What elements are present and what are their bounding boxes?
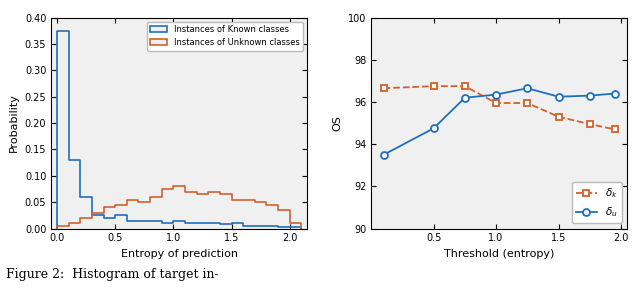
$\delta_k$ <box>430 84 438 88</box>
Line: $\delta_k$: $\delta_k$ <box>380 83 618 133</box>
Text: Figure 2:  Histogram of target in-: Figure 2: Histogram of target in- <box>6 268 219 281</box>
$\delta_u$ <box>461 96 468 100</box>
Y-axis label: Probability: Probability <box>9 94 19 152</box>
$\delta_k$ <box>611 128 618 131</box>
$\delta_u$ <box>555 95 563 98</box>
$\delta_u$ <box>524 86 531 90</box>
X-axis label: Entropy of prediction: Entropy of prediction <box>121 249 237 259</box>
$\delta_k$ <box>492 101 500 105</box>
$\delta_u$ <box>380 153 388 156</box>
Line: $\delta_u$: $\delta_u$ <box>380 85 618 158</box>
$\delta_u$ <box>430 127 438 130</box>
Legend: $\delta_k$, $\delta_u$: $\delta_k$, $\delta_u$ <box>572 182 622 223</box>
$\delta_k$ <box>461 84 468 88</box>
$\delta_k$ <box>555 115 563 118</box>
$\delta_k$ <box>524 101 531 105</box>
Y-axis label: OS: OS <box>332 115 342 131</box>
$\delta_k$ <box>380 86 388 90</box>
$\delta_u$ <box>611 92 618 95</box>
$\delta_u$ <box>492 93 500 96</box>
X-axis label: Threshold (entropy): Threshold (entropy) <box>444 249 554 259</box>
$\delta_u$ <box>586 94 593 97</box>
$\delta_k$ <box>586 122 593 126</box>
Legend: Instances of Known classes, Instances of Unknown classes: Instances of Known classes, Instances of… <box>147 22 303 51</box>
